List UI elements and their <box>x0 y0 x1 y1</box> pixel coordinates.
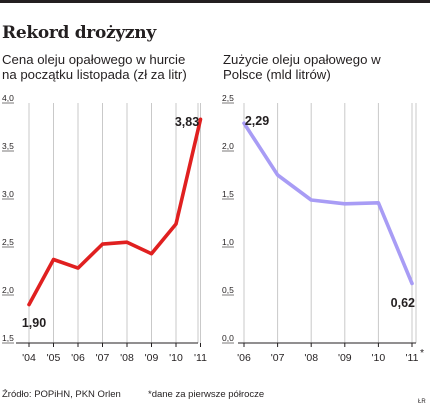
top-rule <box>0 0 430 3</box>
y-tick-label: 1,5 <box>2 333 14 343</box>
source-note: Źródło: POPiHN, PKN Orlen <box>2 389 121 400</box>
data-label-first: 1,90 <box>22 316 46 330</box>
x-tick-label: '06 <box>237 352 251 364</box>
left-chart: 1,5 2,0 2,5 3,0 3,5 4,0 '04 '05 '06 '07 '08 '09 '10 '… <box>2 93 207 364</box>
x-tick-label: '07 <box>96 352 110 364</box>
y-tick-label: 3,5 <box>2 141 14 151</box>
y-tick-label: 1,5 <box>222 189 234 199</box>
right-chart: 0,0 0,5 1,0 1,5 2,0 2,5 '06 '07 '08 '09 '10 '11 * 2,2… <box>222 93 424 364</box>
x-tick-label: '07 <box>271 352 285 364</box>
data-label-last: 3,83 <box>175 115 199 129</box>
y-tick-label: 2,5 <box>222 93 234 103</box>
series-line <box>27 117 203 307</box>
right-chart-title: Zużycie oleju opałowego w Polsce (mld li… <box>223 52 381 82</box>
page-title: Rekord drożyzny <box>2 23 156 43</box>
footnote: *dane za pierwsze półrocze <box>148 389 265 400</box>
x-tick-label: '04 <box>22 352 36 364</box>
y-tick-label: 0,5 <box>222 285 234 295</box>
y-tick-label: 2,0 <box>222 141 234 151</box>
y-tick-label: 3,0 <box>2 189 14 199</box>
x-tick-footnote-mark: * <box>420 347 424 359</box>
data-label-first: 2,29 <box>245 114 269 128</box>
x-tick-label: '09 <box>145 352 159 364</box>
x-tick-label: '08 <box>120 352 134 364</box>
y-tick-label: 0,0 <box>222 333 234 343</box>
x-tick-label: '05 <box>47 352 61 364</box>
author-signature: ŁR <box>418 399 426 405</box>
series-line <box>242 121 414 286</box>
y-tick-label: 2,0 <box>2 285 14 295</box>
y-tick-label: 1,0 <box>222 237 234 247</box>
left-chart-title: Cena oleju opałowego w hurcie na początk… <box>2 52 187 82</box>
x-tick-label: '10 <box>372 352 386 364</box>
x-tick-label: '06 <box>71 352 85 364</box>
x-tick-label: '09 <box>338 352 352 364</box>
x-tick-label: '11 <box>406 352 419 364</box>
data-label-last: 0,62 <box>391 296 415 310</box>
x-tick-label: '11 <box>194 352 207 364</box>
x-tick-label: '08 <box>304 352 318 364</box>
y-tick-label: 4,0 <box>2 93 14 103</box>
y-tick-label: 2,5 <box>2 237 14 247</box>
x-tick-label: '10 <box>169 352 183 364</box>
